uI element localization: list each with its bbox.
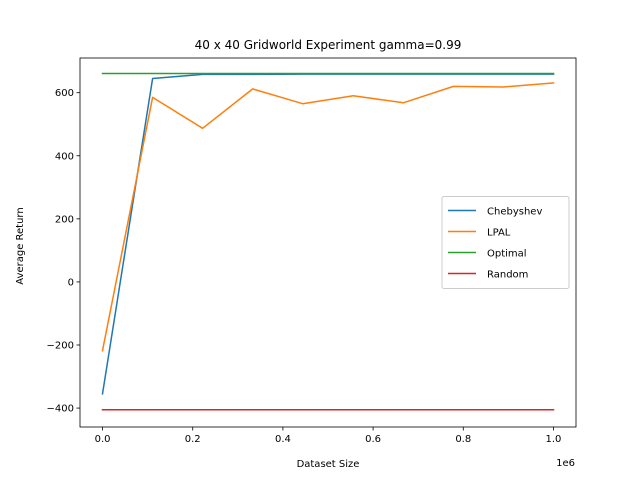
legend-box [441, 196, 570, 289]
y-tick-label: −200 [47, 341, 74, 352]
plot-frame [79, 57, 577, 428]
chart-title: 40 x 40 Gridworld Experiment gamma=0.99 [195, 38, 462, 52]
y-axis-label: Average Return [15, 207, 26, 284]
x-tick-label: 0.8 [455, 434, 471, 445]
x-axis-ticks: 0.0 0.2 0.4 0.6 0.8 1.0 [95, 427, 562, 445]
y-axis-ticks: −400 −200 0 200 400 600 [47, 88, 80, 415]
legend-label-chebyshev: Chebyshev [487, 207, 542, 218]
legend-label-optimal: Optimal [487, 249, 527, 260]
y-tick-label: 400 [55, 151, 74, 162]
x-tick-label: 0.4 [275, 434, 291, 445]
series-lines [101, 72, 555, 411]
y-tick-label: −400 [47, 404, 74, 415]
legend: Chebyshev LPAL Optimal Random [441, 196, 570, 289]
x-tick-label: 0.6 [365, 434, 381, 445]
y-tick-label: 200 [55, 214, 74, 225]
legend-label-random: Random [487, 270, 528, 281]
x-axis-label: Dataset Size [297, 459, 360, 470]
x-tick-label: 0.0 [95, 434, 111, 445]
y-tick-label: 0 [68, 277, 74, 288]
legend-label-lpal: LPAL [487, 228, 511, 239]
x-tick-label: 1.0 [546, 434, 562, 445]
y-tick-label: 600 [55, 88, 74, 99]
plot-area [79, 57, 577, 428]
x-axis-offset-label: 1e6 [556, 458, 575, 469]
x-tick-label: 0.2 [185, 434, 201, 445]
series-line-lpal [101, 82, 555, 352]
